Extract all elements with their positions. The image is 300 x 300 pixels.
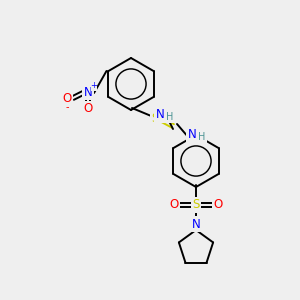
- Text: H: H: [198, 132, 206, 142]
- Text: H: H: [166, 112, 174, 122]
- Text: N: N: [188, 128, 196, 142]
- Text: N: N: [156, 109, 164, 122]
- Text: O: O: [169, 199, 178, 212]
- Text: N: N: [84, 85, 92, 98]
- Text: S: S: [151, 112, 159, 125]
- Text: -: -: [65, 102, 69, 112]
- Text: O: O: [62, 92, 72, 104]
- Text: O: O: [83, 103, 93, 116]
- Text: S: S: [192, 199, 200, 212]
- Text: N: N: [192, 218, 200, 230]
- Text: O: O: [213, 199, 223, 212]
- Text: +: +: [91, 82, 98, 91]
